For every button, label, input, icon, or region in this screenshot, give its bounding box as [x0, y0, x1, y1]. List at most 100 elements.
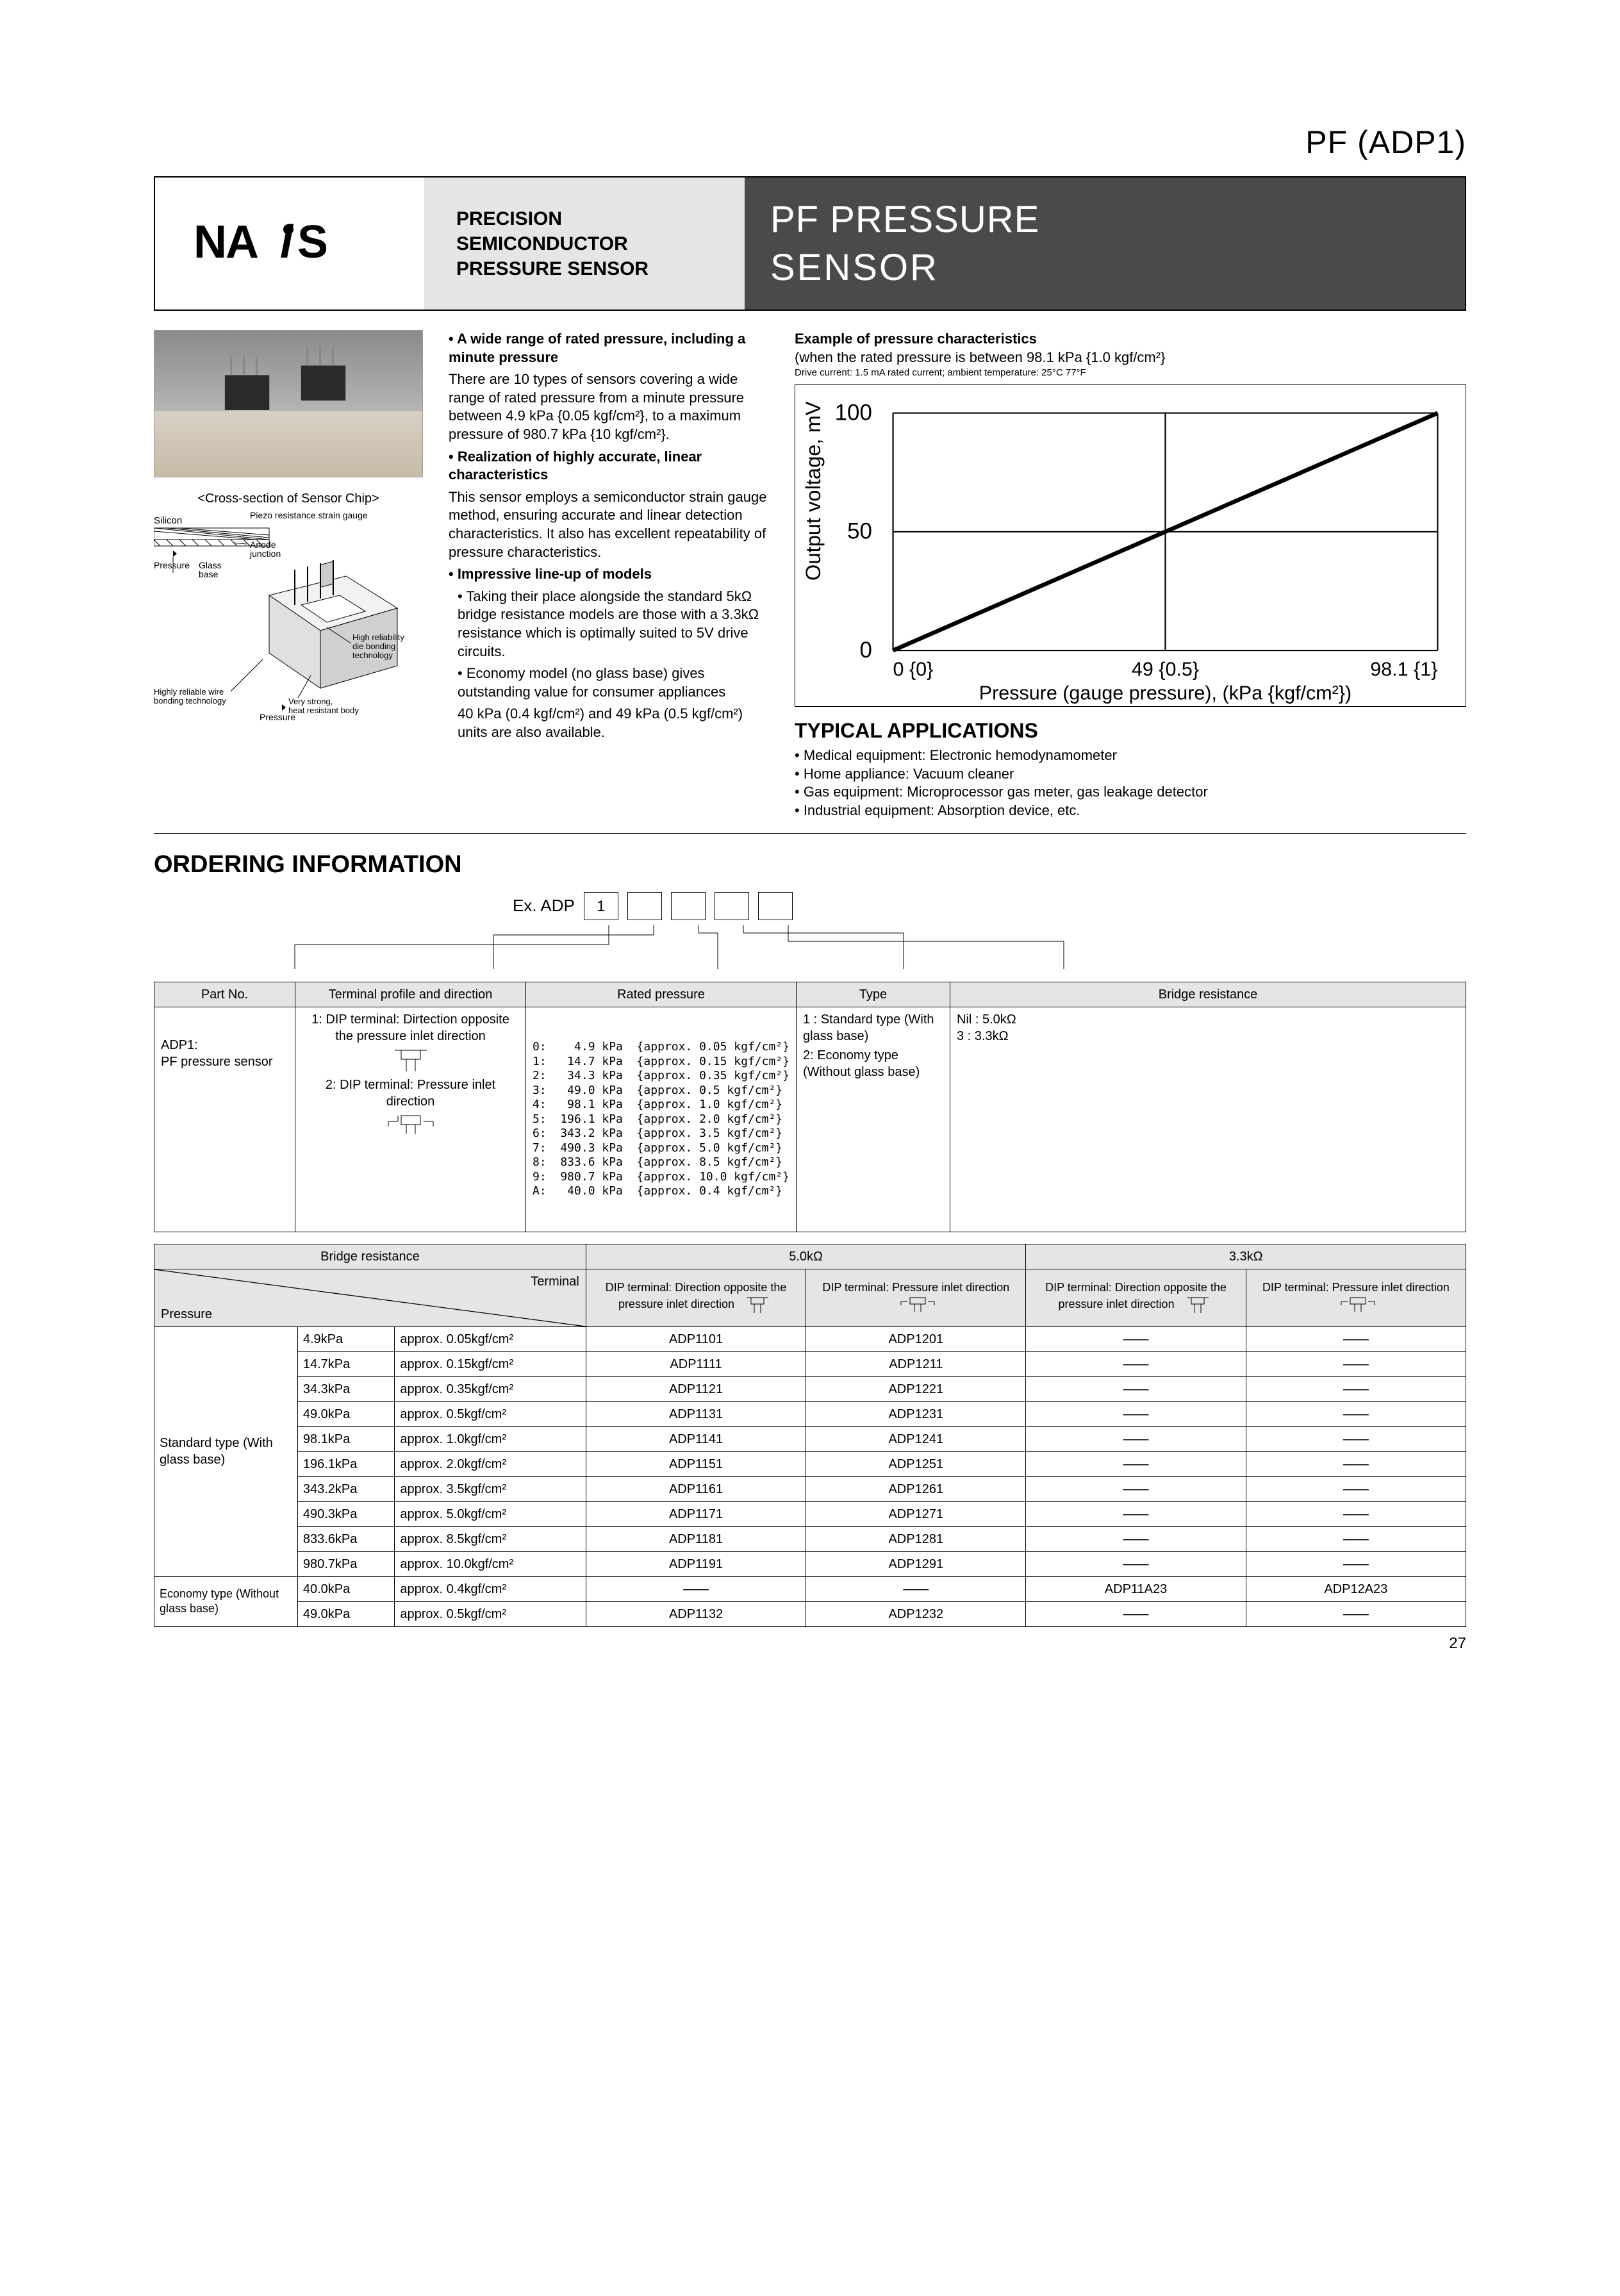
cell-p: 980.7kPa	[297, 1551, 395, 1576]
pt-press-term: Terminal Pressure	[154, 1269, 586, 1326]
cell-c3: ——	[1026, 1326, 1246, 1351]
cell-c4: ADP12A23	[1246, 1576, 1466, 1601]
cell-c4: ——	[1246, 1426, 1466, 1451]
app-item-0: • Medical equipment: Electronic hemodyna…	[795, 747, 1466, 765]
cell-a: approx. 0.05kgf/cm²	[395, 1326, 586, 1351]
group-econ: Economy type (Without glass base)	[154, 1576, 298, 1626]
svg-text:bonding technology: bonding technology	[154, 696, 226, 706]
cell-a: approx. 1.0kgf/cm²	[395, 1426, 586, 1451]
svg-text:heat resistant body: heat resistant body	[288, 706, 359, 715]
info-th-type: Type	[796, 982, 950, 1007]
table-row: 14.7kPaapprox. 0.15kgf/cm²ADP1111ADP1211…	[154, 1351, 1466, 1376]
title-l1: PF PRESSURE	[770, 195, 1465, 244]
cell-a: approx. 3.5kgf/cm²	[395, 1476, 586, 1501]
pressure-chart: 100 50 0 0 {0} 49 {0.5} 98.1 {1} Output …	[795, 384, 1466, 707]
table-row: 196.1kPaapprox. 2.0kgf/cm²ADP1151ADP1251…	[154, 1451, 1466, 1476]
feature1-title: • A wide range of rated pressure, includ…	[449, 330, 769, 367]
svg-text:die bonding: die bonding	[352, 641, 395, 651]
cell-c3: ——	[1026, 1551, 1246, 1576]
cell-c2: ADP1291	[806, 1551, 1026, 1576]
svg-text:98.1 {1}: 98.1 {1}	[1370, 658, 1437, 680]
logo-cell: NA i S	[155, 178, 424, 310]
cell-c2: ADP1271	[806, 1501, 1026, 1526]
table-row: 343.2kPaapprox. 3.5kgf/cm²ADP1161ADP1261…	[154, 1476, 1466, 1501]
cell-c3: ——	[1026, 1401, 1246, 1426]
cell-a: approx. 0.4kgf/cm²	[395, 1576, 586, 1601]
feature3-title: • Impressive line-up of models	[449, 565, 769, 584]
chip-diagram: Silicon Piezo resistance strain gauge An…	[154, 512, 423, 723]
feature3-sub1: • Taking their place alongside the stand…	[449, 588, 769, 661]
info-rated: 0: 4.9 kPa {approx. 0.05 kgf/cm²}1: 14.7…	[526, 1007, 797, 1232]
cell-a: approx. 5.0kgf/cm²	[395, 1501, 586, 1526]
cell-c2: ADP1201	[806, 1326, 1026, 1351]
cell-c2: ADP1211	[806, 1351, 1026, 1376]
example-subtitle: (when the rated pressure is between 98.1…	[795, 349, 1466, 367]
pt-th-inlet1: DIP terminal: Pressure inlet direction	[806, 1269, 1026, 1326]
app-item-1: • Home appliance: Vacuum cleaner	[795, 765, 1466, 784]
info-partno: ADP1: PF pressure sensor	[154, 1007, 295, 1232]
page-header-label: PF (ADP1)	[154, 122, 1466, 163]
cell-a: approx. 0.5kgf/cm²	[395, 1401, 586, 1426]
cell-c2: ADP1281	[806, 1526, 1026, 1551]
cell-c4: ——	[1246, 1451, 1466, 1476]
svg-text:49 {0.5}: 49 {0.5}	[1132, 658, 1199, 680]
cell-a: approx. 8.5kgf/cm²	[395, 1526, 586, 1551]
svg-text:Very strong,: Very strong,	[288, 697, 333, 706]
cell-c1: ADP1191	[586, 1551, 806, 1576]
subtitle-cell: PRECISION SEMICONDUCTOR PRESSURE SENSOR	[424, 178, 745, 310]
cell-c2: ADP1261	[806, 1476, 1026, 1501]
feature2-body: This sensor employs a semiconductor stra…	[449, 488, 769, 561]
cell-p: 833.6kPa	[297, 1526, 395, 1551]
subtitle-l2: SEMICONDUCTOR	[456, 231, 745, 256]
title-cell: PF PRESSURE SENSOR	[745, 178, 1465, 310]
feature2-title: • Realization of highly accurate, linear…	[449, 448, 769, 484]
cell-c1: ADP1131	[586, 1401, 806, 1426]
cell-p: 40.0kPa	[297, 1576, 395, 1601]
page-number: 27	[154, 1633, 1466, 1653]
pt-br-head: Bridge resistance	[154, 1244, 586, 1269]
features-column: • A wide range of rated pressure, includ…	[449, 330, 769, 820]
svg-text:Pressure: Pressure	[260, 712, 295, 722]
chip-cross-section-label: <Cross-section of Sensor Chip>	[154, 490, 423, 507]
ordering-tree	[154, 925, 1466, 970]
cell-c1: ADP1151	[586, 1451, 806, 1476]
ordering-example-row: Ex. ADP 1	[513, 892, 1466, 920]
cell-a: approx. 0.15kgf/cm²	[395, 1351, 586, 1376]
cell-p: 49.0kPa	[297, 1601, 395, 1626]
cell-c4: ——	[1246, 1601, 1466, 1626]
svg-text:High reliability: High reliability	[352, 632, 404, 642]
group-std: Standard type (With glass base)	[154, 1326, 298, 1576]
cell-p: 4.9kPa	[297, 1326, 395, 1351]
cell-c1: ——	[586, 1576, 806, 1601]
ex-box-2	[627, 892, 662, 920]
subtitle-l3: PRESSURE SENSOR	[456, 256, 745, 281]
ex-label: Ex. ADP	[513, 895, 575, 917]
cell-p: 343.2kPa	[297, 1476, 395, 1501]
cell-c2: ADP1241	[806, 1426, 1026, 1451]
separator	[154, 833, 1466, 834]
cell-c2: ADP1232	[806, 1601, 1026, 1626]
cell-a: approx. 2.0kgf/cm²	[395, 1451, 586, 1476]
example-title: Example of pressure characteristics	[795, 330, 1466, 349]
cell-p: 49.0kPa	[297, 1401, 395, 1426]
ordering-info-table: Part No. Terminal profile and direction …	[154, 982, 1466, 1232]
table-row: Standard type (With glass base)4.9kPaapp…	[154, 1326, 1466, 1351]
cell-c4: ——	[1246, 1376, 1466, 1401]
svg-text:0 {0}: 0 {0}	[893, 658, 934, 680]
ex-box-1: 1	[584, 892, 618, 920]
cell-c4: ——	[1246, 1351, 1466, 1376]
ex-box-4	[715, 892, 749, 920]
cell-c2: ADP1221	[806, 1376, 1026, 1401]
table-row: Economy type (Without glass base)40.0kPa…	[154, 1576, 1466, 1601]
svg-text:Pressure (gauge pressure), (kP: Pressure (gauge pressure), (kPa {kgf/cm²…	[979, 682, 1351, 704]
svg-text:S: S	[297, 218, 327, 268]
svg-text:Highly reliable wire: Highly reliable wire	[154, 687, 224, 697]
svg-text:junction: junction	[249, 549, 281, 559]
svg-text:i: i	[280, 218, 294, 268]
cell-c3: ADP11A23	[1026, 1576, 1246, 1601]
cell-a: approx. 0.5kgf/cm²	[395, 1601, 586, 1626]
cell-c3: ——	[1026, 1501, 1246, 1526]
svg-text:0: 0	[859, 638, 872, 663]
ordering-title: ORDERING INFORMATION	[154, 849, 1466, 880]
cell-c1: ADP1181	[586, 1526, 806, 1551]
